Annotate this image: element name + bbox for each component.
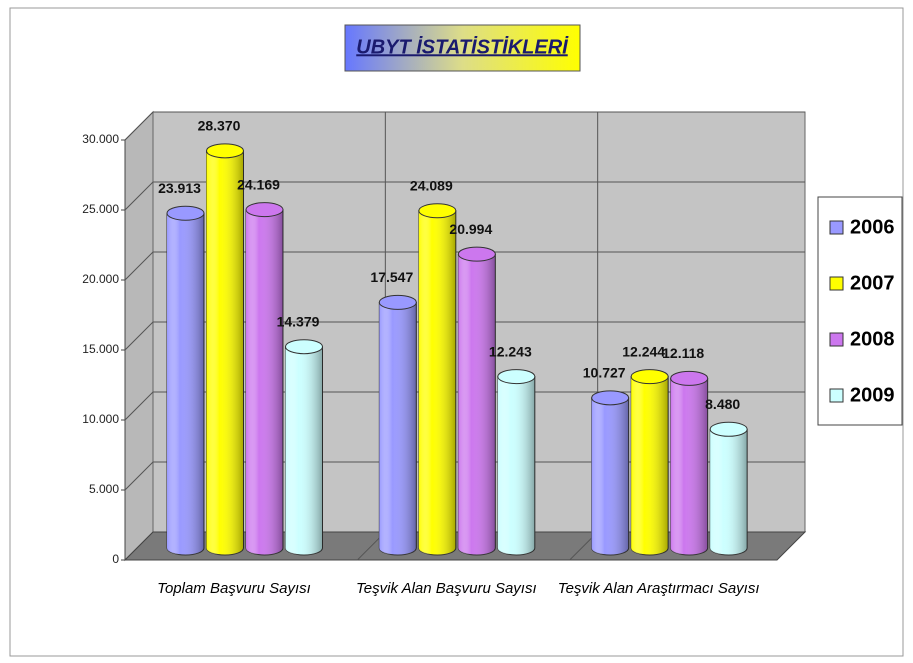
y-tick-label: 20.000 xyxy=(82,272,119,286)
bar-shade xyxy=(167,213,204,556)
y-tick-label: 25.000 xyxy=(82,202,119,216)
legend-swatch xyxy=(829,388,844,403)
bar-shade xyxy=(285,346,323,555)
legend-label: 2009 xyxy=(850,384,895,406)
legend-swatch xyxy=(829,276,844,291)
chart-title: UBYT İSTATİSTİKLERİ xyxy=(356,35,569,58)
bar-top xyxy=(285,339,323,355)
legend-swatch xyxy=(829,220,844,235)
bar-shade xyxy=(591,397,629,556)
bar-top xyxy=(166,205,205,221)
x-tick-label: Teşvik Alan Başvuru Sayısı xyxy=(356,580,537,597)
legend-box xyxy=(817,196,903,426)
y-tick-label: 30.000 xyxy=(82,132,119,146)
value-label: 12.243 xyxy=(489,343,532,359)
grid-line xyxy=(124,391,805,421)
legend-label: 2006 xyxy=(850,216,895,238)
title-box xyxy=(344,24,581,72)
value-label: 23.913 xyxy=(158,180,201,196)
bar-top xyxy=(497,369,536,385)
legend-swatch xyxy=(829,332,844,347)
bar-shade xyxy=(418,210,456,556)
bar-shade xyxy=(631,376,669,556)
grid-line xyxy=(124,321,805,351)
value-label: 14.379 xyxy=(277,313,320,329)
value-label: 20.994 xyxy=(449,221,492,237)
bar-shade xyxy=(670,378,708,556)
bar-shade xyxy=(710,429,748,556)
grid-line xyxy=(124,251,805,281)
grid-line xyxy=(124,461,805,491)
bar-shade xyxy=(379,302,417,556)
bar-top xyxy=(591,390,630,406)
y-tick-label: 15.000 xyxy=(82,342,119,356)
legend-label: 2007 xyxy=(850,272,895,294)
y-tick-label: 10.000 xyxy=(82,412,119,426)
legend-label: 2008 xyxy=(850,328,895,350)
bar-top xyxy=(378,294,417,310)
value-label: 24.169 xyxy=(237,176,280,192)
bar-shade xyxy=(246,209,283,556)
bar-shade xyxy=(206,150,244,556)
bar-top xyxy=(457,246,496,262)
bar-top xyxy=(630,369,669,385)
bar-top xyxy=(709,421,748,437)
value-label: 17.547 xyxy=(370,269,413,285)
x-tick-label: Teşvik Alan Araştırmacı Sayısı xyxy=(557,580,760,597)
value-label: 8.480 xyxy=(705,396,740,412)
bar-top xyxy=(670,370,709,386)
x-tick-label: Toplam Başvuru Sayısı xyxy=(157,580,311,597)
bar-shade xyxy=(497,376,535,556)
value-label: 12.118 xyxy=(662,345,704,361)
bar-top xyxy=(245,202,284,218)
value-label: 10.727 xyxy=(583,365,626,381)
bar-top xyxy=(206,143,244,159)
y-tick-label: 5.000 xyxy=(89,482,119,496)
bar-shade xyxy=(458,254,496,556)
grid-line xyxy=(124,181,805,211)
value-label: 12.244 xyxy=(622,343,665,359)
grid-line xyxy=(124,111,805,141)
bar-top xyxy=(418,203,457,219)
value-label: 24.089 xyxy=(410,177,453,193)
y-tick-label: 0 xyxy=(112,552,119,566)
value-label: 28.370 xyxy=(198,118,241,134)
